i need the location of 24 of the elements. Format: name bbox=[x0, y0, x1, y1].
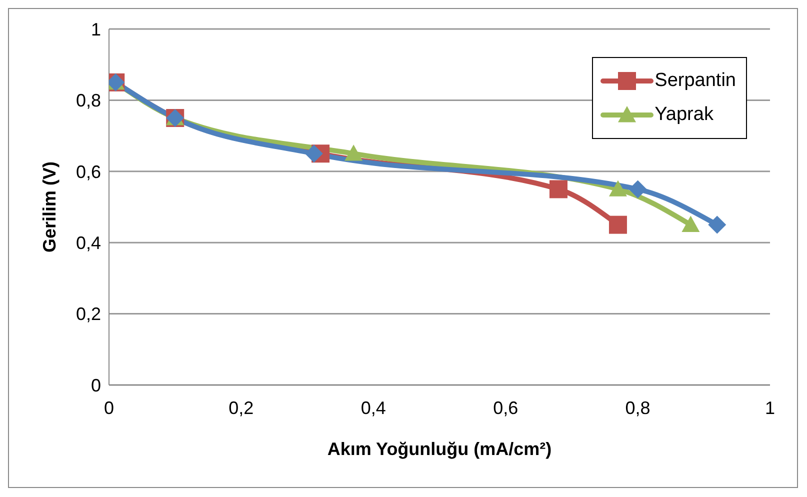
point bbox=[549, 180, 568, 198]
y-tick-label: 0,2 bbox=[76, 304, 101, 324]
x-tick-label: 0 bbox=[104, 398, 114, 418]
y-tick-label: 1 bbox=[90, 19, 101, 40]
x-tick-label: 0,2 bbox=[228, 398, 254, 418]
point bbox=[344, 144, 363, 161]
legend-label: Serpantin bbox=[654, 70, 736, 92]
x-axis-title: Akım Yoğunluğu (mA/cm²) bbox=[327, 439, 552, 459]
point bbox=[628, 180, 647, 198]
x-tick-label: 0,8 bbox=[625, 398, 650, 418]
legend-label: Yaprak bbox=[654, 104, 714, 126]
y-tick-label: 0 bbox=[90, 375, 101, 396]
point bbox=[608, 216, 627, 234]
y-tick-label: 0,4 bbox=[76, 232, 101, 253]
point bbox=[608, 180, 627, 196]
x-tick-label: 0,4 bbox=[360, 398, 386, 418]
point bbox=[708, 216, 726, 234]
point bbox=[304, 144, 323, 163]
y-tick-label: 0,8 bbox=[76, 90, 101, 111]
x-tick-label: 1 bbox=[764, 398, 776, 418]
point bbox=[682, 216, 700, 232]
y-tick-label: 0,6 bbox=[76, 162, 101, 182]
x-tick-label: 0,6 bbox=[493, 398, 518, 418]
y-axis-title: Gerilim (V) bbox=[39, 161, 60, 253]
